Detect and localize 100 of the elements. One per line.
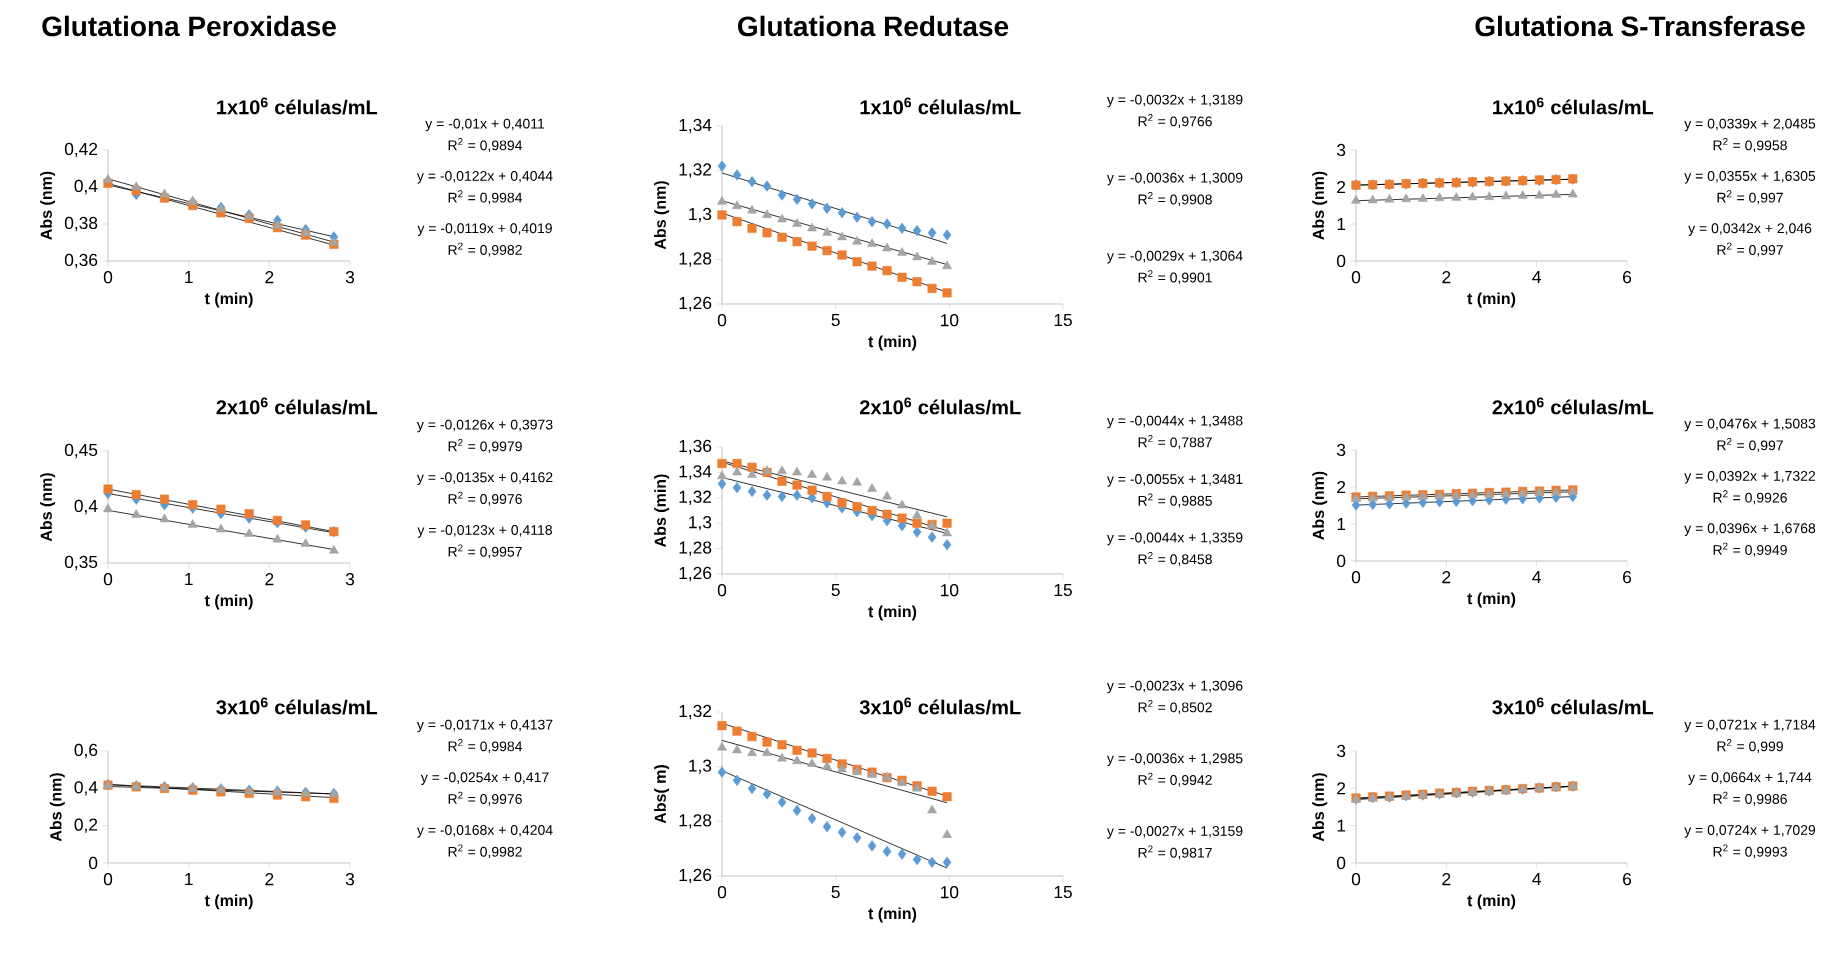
text: y = -0,0027x + 1,3159 xyxy=(1106,826,1243,839)
y-tick-label: 1 xyxy=(1337,218,1346,230)
x-axis-title: t (min) xyxy=(1467,894,1516,910)
y-tick-label: 1,36 xyxy=(679,439,712,455)
text: y = -0,0123x + 0,4118 xyxy=(417,525,552,538)
x-tick-label: 2 xyxy=(1442,571,1451,584)
y-tick-label: 0,4 xyxy=(74,781,98,796)
y-tick-label: 1,34 xyxy=(679,465,712,480)
chart-title: 2x10$^{6}$ células/mL xyxy=(216,397,378,415)
y-tick-label: 0 xyxy=(1336,554,1346,568)
y-axis-title: Abs (nm) xyxy=(1312,773,1328,842)
x-tick-label: 3 xyxy=(345,271,355,284)
text: R$^{2}$ = 0,7887 xyxy=(1138,435,1212,449)
x-tick-label: 4 xyxy=(1532,571,1541,583)
y-tick-label: 2 xyxy=(1337,180,1346,194)
y-tick-label: 0 xyxy=(1336,856,1346,870)
text: R$^{2}$ = 0,997 xyxy=(1717,190,1783,205)
text: y = -0,0036x + 1,3009 xyxy=(1106,172,1243,186)
chart-subtitle: Glutationa Redutase xyxy=(738,15,1009,37)
y-tick-label: 1,28 xyxy=(679,814,712,829)
text: y = 0,0476x + 1,5083 xyxy=(1684,418,1816,432)
x-tick-label: 0 xyxy=(1351,271,1361,284)
x-axis-title: t (min) xyxy=(204,894,253,910)
y-tick-label: 1,32 xyxy=(679,490,712,505)
text: y = -0,0055x + 1,3481 xyxy=(1106,474,1243,487)
x-axis-title: t (min) xyxy=(868,907,917,923)
y-axis-title: Abs (nm) xyxy=(40,171,56,240)
x-tick-label: 0 xyxy=(717,886,727,899)
chart-title: 2x10$^{6}$ células/mL xyxy=(1492,397,1654,415)
x-tick-label: 5 xyxy=(831,584,840,597)
text: R$^{2}$ = 0,9957 xyxy=(448,544,522,559)
text: R$^{2}$ = 0,9979 xyxy=(448,439,522,453)
x-axis-title: t (min) xyxy=(868,605,917,621)
y-tick-label: 1,32 xyxy=(679,163,712,178)
y-axis-title: Abs (nm) xyxy=(40,473,56,542)
text: R$^{2}$ = 0,9885 xyxy=(1138,493,1212,508)
y-tick-label: 1,3 xyxy=(689,516,712,531)
text: R$^{2}$ = 0,997 xyxy=(1717,242,1783,257)
y-tick-label: 1,28 xyxy=(679,252,712,267)
y-tick-label: 1,26 xyxy=(679,868,712,884)
text: R$^{2}$ = 0,9817 xyxy=(1138,845,1212,860)
y-tick-label: 0,35 xyxy=(64,555,98,571)
x-tick-label: 0 xyxy=(103,873,113,886)
text: y = -0,0135x + 0,4162 xyxy=(416,472,553,486)
y-tick-label: 0 xyxy=(89,856,98,870)
x-axis-title: t (min) xyxy=(868,335,917,351)
x-tick-label: 2 xyxy=(265,873,274,886)
x-tick-label: 0 xyxy=(1351,571,1361,584)
y-axis-title: Abs (min) xyxy=(654,474,670,547)
text: y = 0,0724x + 1,7029 xyxy=(1684,825,1816,838)
y-tick-label: 2 xyxy=(1337,782,1346,795)
x-tick-label: 2 xyxy=(1442,873,1451,886)
y-tick-label: 3 xyxy=(1336,443,1346,457)
text: y = -0,0119x + 0,4019 xyxy=(417,223,552,236)
text: R$^{2}$ = 0,9976 xyxy=(448,491,522,506)
x-tick-label: 1 xyxy=(185,271,193,283)
text: y = 0,0664x + 1,744 xyxy=(1688,772,1812,786)
x-tick-label: 15 xyxy=(1054,314,1072,327)
y-tick-label: 0,4 xyxy=(74,499,98,515)
x-tick-label: 5 xyxy=(831,314,840,327)
x-tick-label: 2 xyxy=(265,271,274,284)
text: R$^{2}$ = 0,999 xyxy=(1717,739,1783,753)
x-axis-title: t (min) xyxy=(204,594,253,610)
x-tick-label: 6 xyxy=(1623,571,1632,584)
chart-title: 1x10$^{6}$ células/mL xyxy=(860,97,1021,115)
y-axis-title: Abs (nm) xyxy=(654,181,670,250)
y-tick-label: 1,32 xyxy=(679,704,712,720)
y-tick-label: 1,28 xyxy=(679,541,712,556)
text: y = -0,0171x + 0,4137 xyxy=(416,719,553,733)
y-tick-label: 0,36 xyxy=(64,253,98,269)
text: y = 0,0392x + 1,7322 xyxy=(1684,470,1816,484)
chart-title: 1x10$^{6}$ células/mL xyxy=(1493,97,1654,115)
x-tick-label: 10 xyxy=(941,886,959,899)
x-tick-label: 15 xyxy=(1054,584,1072,597)
y-tick-label: 1,3 xyxy=(689,207,712,223)
x-axis-title: t (min) xyxy=(1467,592,1516,608)
text: R$^{2}$ = 0,9942 xyxy=(1138,772,1212,787)
x-tick-label: 1 xyxy=(185,873,193,885)
text: R$^{2}$ = 0,9982 xyxy=(448,844,522,859)
text: y = -0,0254x + 0,417 xyxy=(420,772,549,786)
y-axis-title: Abs (nm) xyxy=(1312,171,1328,240)
text: R$^{2}$ = 0,9901 xyxy=(1138,270,1212,285)
text: R$^{2}$ = 0,9766 xyxy=(1138,114,1212,128)
x-tick-label: 6 xyxy=(1623,271,1632,284)
y-tick-label: 1 xyxy=(1337,518,1346,530)
text: y = -0,0126x + 0,3973 xyxy=(416,419,553,433)
text: R$^{2}$ = 0,9986 xyxy=(1713,791,1787,806)
x-tick-label: 5 xyxy=(831,886,840,899)
x-tick-label: 0 xyxy=(103,573,113,586)
chart-title: 3x10$^{6}$ células/mL xyxy=(216,697,378,715)
text: y = -0,0168x + 0,4204 xyxy=(416,825,553,838)
x-tick-label: 10 xyxy=(941,584,959,597)
x-tick-label: 0 xyxy=(1351,873,1361,886)
y-tick-label: 0,6 xyxy=(74,743,98,759)
text: R$^{2}$ = 0,8458 xyxy=(1138,551,1212,566)
y-tick-label: 1 xyxy=(1337,819,1346,832)
x-tick-label: 1 xyxy=(185,573,193,585)
text: y = -0,01x + 0,4011 xyxy=(425,118,545,132)
text: y = 0,0342x + 2,046 xyxy=(1688,223,1812,236)
text: y = 0,0339x + 2,0485 xyxy=(1684,118,1816,132)
